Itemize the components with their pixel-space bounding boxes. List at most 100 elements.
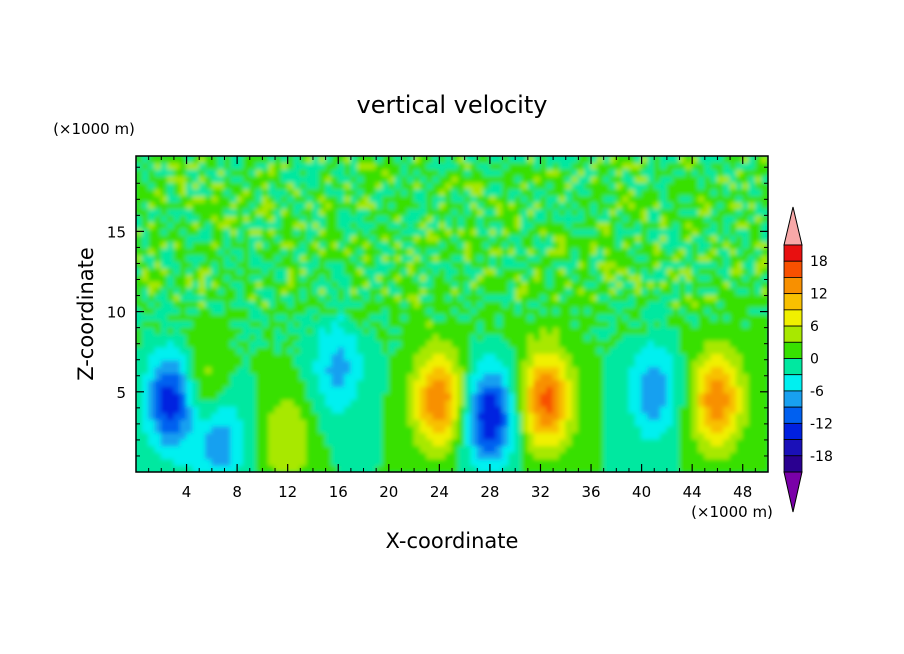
field-cell	[363, 438, 371, 447]
field-cell	[249, 379, 257, 387]
field-cell	[255, 181, 263, 190]
field-cell	[274, 359, 282, 368]
field-cell	[236, 451, 244, 460]
x-tick-label: 8	[232, 483, 242, 501]
field-cell	[141, 234, 150, 243]
field-cell	[407, 359, 415, 368]
field-cell	[697, 412, 706, 420]
field-cell	[198, 221, 207, 229]
field-cell	[628, 464, 636, 472]
field-cell	[691, 425, 699, 433]
field-cell	[628, 333, 636, 341]
field-cell	[388, 214, 396, 223]
field-cell	[615, 464, 624, 472]
field-cell	[641, 260, 649, 269]
field-cell	[710, 405, 718, 414]
field-cell	[318, 366, 327, 374]
field-cell	[192, 241, 200, 249]
field-cell	[438, 214, 447, 223]
field-cell	[653, 247, 662, 256]
field-cell	[400, 241, 409, 249]
field-cell	[407, 418, 415, 427]
field-cell	[350, 306, 358, 315]
field-cell	[337, 241, 346, 249]
field-cell	[211, 254, 219, 262]
field-cell	[325, 458, 333, 466]
field-cell	[521, 359, 529, 368]
field-cell	[609, 168, 617, 177]
field-cell	[160, 392, 169, 401]
field-cell	[306, 405, 314, 414]
field-cell	[748, 399, 756, 407]
field-cell	[622, 385, 630, 394]
field-cell	[603, 168, 611, 177]
field-cell	[539, 412, 548, 420]
field-cell	[388, 287, 396, 295]
field-cell	[249, 221, 257, 229]
field-cell	[666, 359, 674, 368]
field-cell	[653, 188, 662, 196]
field-cell	[552, 359, 560, 368]
field-cell	[274, 267, 282, 275]
field-cell	[514, 418, 523, 427]
field-cell	[729, 175, 737, 183]
field-cell	[363, 221, 371, 229]
field-cell	[691, 339, 699, 348]
field-cell	[280, 227, 289, 236]
field-cell	[438, 162, 447, 170]
field-cell	[306, 399, 314, 407]
field-cell	[660, 162, 668, 170]
field-cell	[363, 201, 371, 210]
field-cell	[647, 412, 655, 420]
field-cell	[647, 346, 655, 354]
field-cell	[173, 293, 181, 302]
field-cell	[312, 366, 320, 374]
field-cell	[603, 379, 611, 387]
field-cell	[603, 267, 611, 275]
field-cell	[634, 458, 643, 466]
field-cell	[615, 162, 624, 170]
field-cell	[268, 372, 276, 381]
field-cell	[356, 247, 365, 256]
field-cell	[337, 247, 346, 256]
field-cell	[255, 464, 263, 472]
field-cell	[577, 300, 586, 308]
field-cell	[457, 201, 466, 210]
field-cell	[179, 260, 188, 269]
field-cell	[577, 333, 586, 341]
field-cell	[609, 201, 617, 210]
field-cell	[735, 451, 744, 460]
field-cell	[596, 326, 605, 335]
field-cell	[609, 432, 617, 440]
field-cell	[514, 280, 523, 289]
field-cell	[160, 306, 169, 315]
field-cell	[647, 181, 655, 190]
field-cell	[217, 385, 225, 394]
field-cell	[729, 168, 737, 177]
field-cell	[596, 254, 605, 262]
field-cell	[514, 267, 523, 275]
field-cell	[136, 405, 143, 414]
field-cell	[457, 412, 466, 420]
field-cell	[375, 418, 383, 427]
field-cell	[400, 156, 409, 164]
field-cell	[230, 188, 238, 196]
field-cell	[306, 168, 314, 177]
field-cell	[533, 287, 541, 295]
field-cell	[679, 432, 687, 440]
field-cell	[603, 156, 611, 164]
field-cell	[558, 432, 567, 440]
field-cell	[205, 326, 213, 335]
field-cell	[192, 195, 200, 203]
field-cell	[242, 227, 251, 236]
field-cell	[754, 227, 763, 236]
field-cell	[628, 306, 636, 315]
field-cell	[451, 425, 459, 433]
field-cell	[647, 405, 655, 414]
field-cell	[230, 313, 238, 322]
field-cell	[641, 464, 649, 472]
field-cell	[679, 293, 687, 302]
field-cell	[729, 280, 737, 289]
field-cell	[470, 227, 478, 236]
field-cell	[660, 445, 668, 453]
